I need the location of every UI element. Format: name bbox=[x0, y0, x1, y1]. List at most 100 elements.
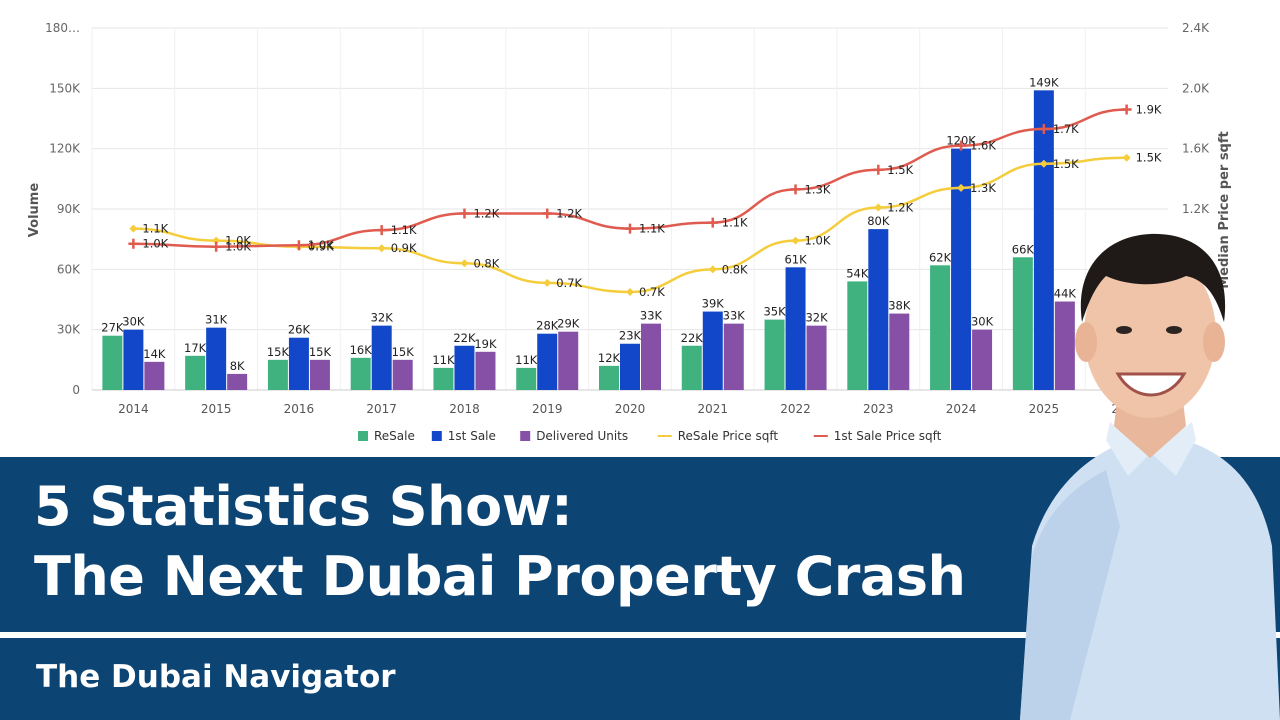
y-tick-label: 0 bbox=[72, 383, 80, 397]
line-data-label: 0.7K bbox=[556, 276, 582, 290]
bar-data-label: 26K bbox=[288, 323, 311, 337]
bar-1st-sale bbox=[785, 267, 806, 390]
x-tick-label: 2023 bbox=[863, 402, 894, 416]
bar-data-label: 33K bbox=[723, 309, 746, 323]
bar-delivered-units bbox=[309, 359, 330, 390]
line-data-label: 1.3K bbox=[970, 181, 996, 195]
bar-data-label: 32K bbox=[805, 311, 828, 325]
channel-name: The Dubai Navigator bbox=[36, 659, 396, 695]
bar-resale bbox=[847, 281, 868, 390]
bar-resale bbox=[350, 357, 371, 390]
y2-axis-title: Median Price per sqft bbox=[1217, 131, 1232, 289]
point-1st-sale-price-sqft bbox=[128, 238, 139, 249]
bar-resale bbox=[102, 335, 123, 390]
bar-delivered-units bbox=[475, 351, 496, 390]
bar-1st-sale bbox=[371, 325, 392, 390]
line-data-label: 1.7K bbox=[1053, 122, 1079, 136]
x-tick-label: 2022 bbox=[780, 402, 811, 416]
legend-label-resale-price-sqft: ReSale Price sqft bbox=[678, 429, 779, 443]
video-headline: 5 Statistics Show: The Next Dubai Proper… bbox=[34, 472, 966, 612]
y-tick-label: 180… bbox=[45, 21, 80, 35]
line-data-label: 1.5K bbox=[887, 163, 913, 177]
line-data-label: 0.7K bbox=[639, 285, 665, 299]
presenter-collar bbox=[1106, 422, 1196, 476]
presenter-eye-left bbox=[1116, 326, 1132, 334]
point-1st-sale-price-sqft bbox=[211, 241, 222, 252]
point-1st-sale-price-sqft bbox=[1038, 124, 1049, 135]
x-tick-label: 2021 bbox=[697, 402, 728, 416]
bar-data-label: 8K bbox=[230, 359, 245, 373]
point-1st-sale-price-sqft bbox=[293, 240, 304, 251]
legend-swatch-resale bbox=[358, 431, 368, 441]
bar-data-label: 23K bbox=[619, 329, 642, 343]
bar-delivered-units bbox=[227, 373, 248, 390]
line-data-label: 1.1K bbox=[391, 223, 417, 237]
point-1st-sale-price-sqft bbox=[790, 184, 801, 195]
line-data-label: 1.1K bbox=[722, 216, 748, 230]
bar-resale bbox=[1012, 257, 1033, 390]
line-data-label: 1.5K bbox=[1136, 151, 1162, 165]
bar-data-label: 22K bbox=[453, 331, 476, 345]
bar-delivered-units bbox=[558, 331, 579, 390]
y-axis-title: Volume bbox=[27, 183, 42, 238]
bar-data-label: 16K bbox=[350, 343, 373, 357]
presenter-eye-right bbox=[1166, 326, 1182, 334]
bar-data-label: 39K bbox=[702, 297, 725, 311]
bar-1st-sale bbox=[123, 329, 144, 390]
point-resale-price-sqft bbox=[129, 224, 138, 233]
point-1st-sale-price-sqft bbox=[625, 223, 635, 234]
line-data-label: 1.0K bbox=[225, 234, 251, 248]
point-1st-sale-price-sqft bbox=[956, 140, 967, 151]
bar-data-label: 22K bbox=[681, 331, 704, 345]
point-resale-price-sqft bbox=[1122, 153, 1131, 162]
bar-delivered-units bbox=[641, 323, 661, 390]
bar-data-label: 66K bbox=[1012, 242, 1035, 256]
legend-label-delivered-units: Delivered Units bbox=[536, 429, 628, 443]
bar-data-label: 12K bbox=[598, 351, 621, 365]
y-tick-label: 60K bbox=[57, 262, 81, 276]
y2-tick-label: 2.0K bbox=[1182, 81, 1210, 95]
x-tick-label: 2017 bbox=[366, 402, 397, 416]
bar-data-label: 11K bbox=[432, 353, 455, 367]
x-tick-label: 2014 bbox=[118, 402, 149, 416]
bar-delivered-units bbox=[1054, 301, 1075, 390]
point-resale-price-sqft bbox=[874, 203, 883, 212]
bar-data-label: 28K bbox=[536, 319, 559, 333]
bar-1st-sale bbox=[1033, 90, 1054, 390]
headline-line-2: The Next Dubai Property Crash bbox=[34, 545, 966, 608]
x-tick-label: 2025 bbox=[1029, 402, 1060, 416]
point-1st-sale-price-sqft bbox=[1121, 104, 1132, 115]
presenter-ear-left bbox=[1075, 322, 1097, 362]
line-data-label: 1.0K bbox=[805, 234, 831, 248]
headline-line-1: 5 Statistics Show: bbox=[34, 475, 573, 538]
line-data-label: 1.0K bbox=[308, 238, 334, 252]
bar-resale bbox=[930, 265, 951, 390]
y-tick-label: 150K bbox=[49, 81, 81, 95]
x-tick-label: 2020 bbox=[615, 402, 646, 416]
bar-1st-sale bbox=[868, 229, 889, 390]
bar-resale bbox=[433, 367, 454, 390]
bar-data-label: 19K bbox=[474, 337, 497, 351]
y2-tick-label: 2.4K bbox=[1182, 21, 1210, 35]
point-1st-sale-price-sqft bbox=[376, 225, 387, 236]
bar-data-label: 61K bbox=[784, 252, 807, 266]
point-1st-sale-price-sqft bbox=[459, 208, 470, 219]
bar-delivered-units bbox=[392, 359, 413, 390]
x-tick-label: 2015 bbox=[201, 402, 232, 416]
presenter-smile bbox=[1115, 372, 1187, 397]
legend-label-1st-sale: 1st Sale bbox=[448, 429, 496, 443]
bar-resale bbox=[185, 355, 206, 390]
bar-1st-sale bbox=[537, 333, 558, 390]
y-tick-label: 90K bbox=[57, 202, 81, 216]
point-resale-price-sqft bbox=[1039, 159, 1048, 168]
bar-resale bbox=[764, 319, 785, 390]
title-separator bbox=[0, 632, 1280, 638]
bar-data-label: 38K bbox=[888, 299, 911, 313]
line-data-label: 0.8K bbox=[722, 262, 748, 276]
bar-data-label: 35K bbox=[763, 305, 786, 319]
bar-data-label: 149K bbox=[1029, 75, 1059, 89]
point-1st-sale-price-sqft bbox=[542, 208, 553, 219]
point-resale-price-sqft bbox=[377, 244, 386, 253]
bar-data-label: 33K bbox=[640, 309, 663, 323]
presenter-photo bbox=[1020, 233, 1280, 720]
